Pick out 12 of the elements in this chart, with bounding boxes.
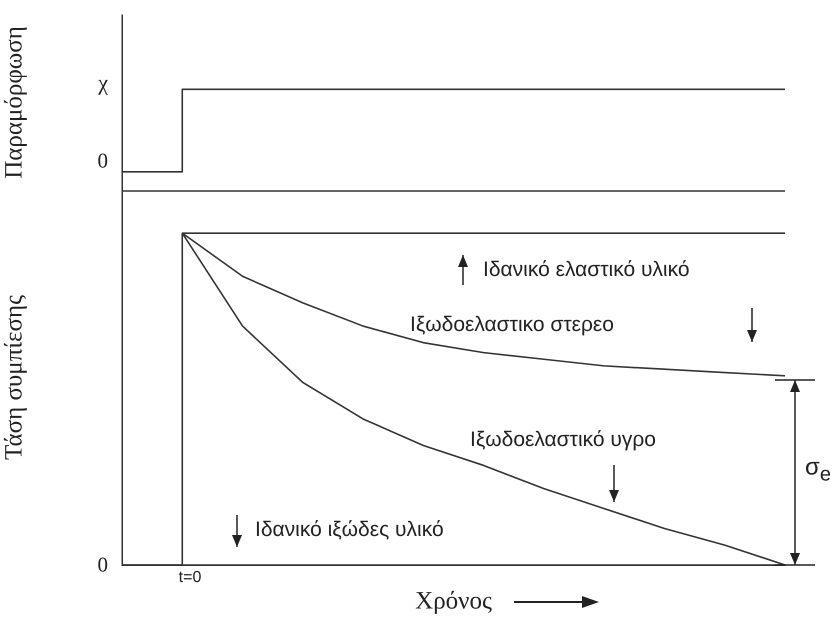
annotation: Ιδανικό ιξώδες υλικό [255, 518, 444, 542]
annotation: Ιξωδοελαστικό υγρο [470, 428, 656, 452]
annotation: Ιξωδοελαστικο στερεο [410, 313, 614, 337]
text: t=0 [178, 569, 202, 587]
x-axis-title: Χρόνος [415, 588, 492, 615]
annotation: 0 [98, 148, 108, 174]
text: 0 [98, 552, 108, 578]
text: σ$_{e}$ [805, 454, 831, 486]
annotation: Ιδανικό ελαστικό υλικό [483, 258, 690, 282]
annotation: χ [98, 70, 108, 96]
y-axis-title: Τάση συμπίεσης [0, 294, 28, 460]
y-axis-title: Παραμόρφωση [0, 26, 28, 179]
